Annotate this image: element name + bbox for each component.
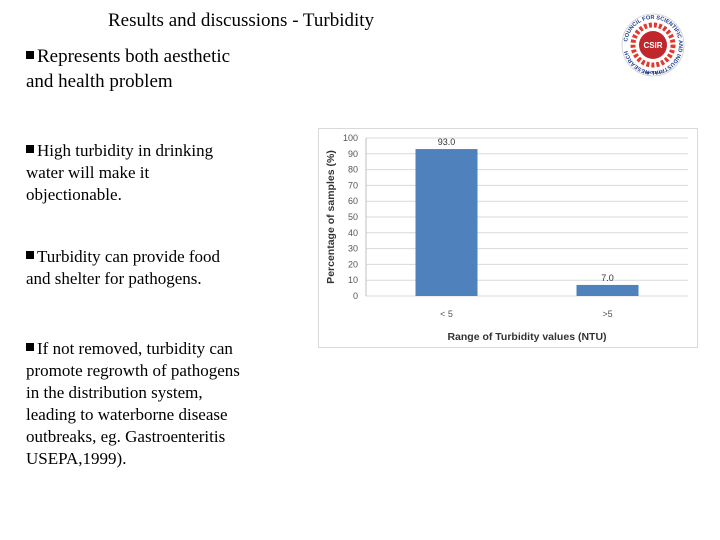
bullet-regrowth: If not removed, turbidity can promote re…: [26, 338, 240, 470]
bullet-line: Represents both aesthetic: [37, 46, 231, 67]
bullet-food-shelter: Turbidity can provide food and shelter f…: [26, 246, 220, 290]
y-tick-label: 100: [343, 133, 358, 143]
y-tick-label: 70: [348, 180, 358, 190]
logo-center: [639, 31, 667, 59]
logo-gear-ring: [630, 22, 676, 68]
bullet-marker: [26, 51, 34, 59]
x-axis-ticks: < 5 >5: [440, 309, 613, 319]
bullet-line: in the distribution system,: [26, 383, 203, 402]
bullet-line: outbreaks, eg. Gastroenteritis: [26, 427, 226, 446]
data-label: 7.0: [601, 273, 614, 283]
bar: [415, 149, 478, 296]
turbidity-bar-chart: 0 10 20 30 40 50 60 70 80 90 100 93.0 7.0 < 5 >5 Per…: [318, 128, 698, 348]
y-tick-label: 0: [353, 291, 358, 301]
data-label: 93.0: [438, 137, 456, 147]
x-axis-label: Range of Turbidity values (NTU): [447, 331, 606, 343]
y-tick-label: 30: [348, 244, 358, 254]
y-tick-label: 10: [348, 275, 358, 285]
bullet-marker: [26, 251, 34, 259]
bullet-line: If not removed, turbidity can: [37, 339, 233, 358]
x-tick-label: < 5: [440, 309, 453, 319]
bullet-line: and health problem: [26, 71, 173, 92]
bullet-line: promote regrowth of pathogens: [26, 361, 240, 380]
bullet-line: and shelter for pathogens.: [26, 269, 202, 288]
y-axis-label: Percentage of samples (%): [325, 150, 337, 284]
logo-country: GHANA: [645, 70, 662, 75]
y-tick-label: 50: [348, 212, 358, 222]
bullet-high-turbidity: High turbidity in drinking water will ma…: [26, 140, 213, 206]
bullet-line: USEPA,1999).: [26, 449, 127, 468]
chart-bars: 93.0 7.0: [415, 137, 639, 296]
csir-logo: COUNCIL FOR SCIENTIFIC AND INDUSTRIAL RE…: [621, 13, 685, 77]
slide-title: Results and discussions - Turbidity: [108, 10, 375, 31]
y-tick-label: 60: [348, 196, 358, 206]
y-axis-ticks: 0 10 20 30 40 50 60 70 80 90 100: [343, 133, 358, 301]
y-tick-label: 90: [348, 149, 358, 159]
y-tick-label: 40: [348, 228, 358, 238]
y-tick-label: 20: [348, 259, 358, 269]
x-tick-label: >5: [602, 309, 612, 319]
y-tick-label: 80: [348, 165, 358, 175]
bullet-line: water will make it: [26, 163, 150, 182]
chart-frame: [318, 128, 698, 348]
bullet-aesthetic-health: Represents both aesthetic and health pro…: [26, 44, 230, 94]
bullet-line: Turbidity can provide food: [37, 247, 221, 266]
bullet-line: leading to waterborne disease: [26, 405, 228, 424]
bullet-line: objectionable.: [26, 185, 122, 204]
bullet-line: High turbidity in drinking: [37, 141, 214, 160]
logo-label: CSIR: [643, 41, 662, 50]
bullet-marker: [26, 343, 34, 351]
bullet-marker: [26, 145, 34, 153]
bar: [576, 284, 639, 296]
